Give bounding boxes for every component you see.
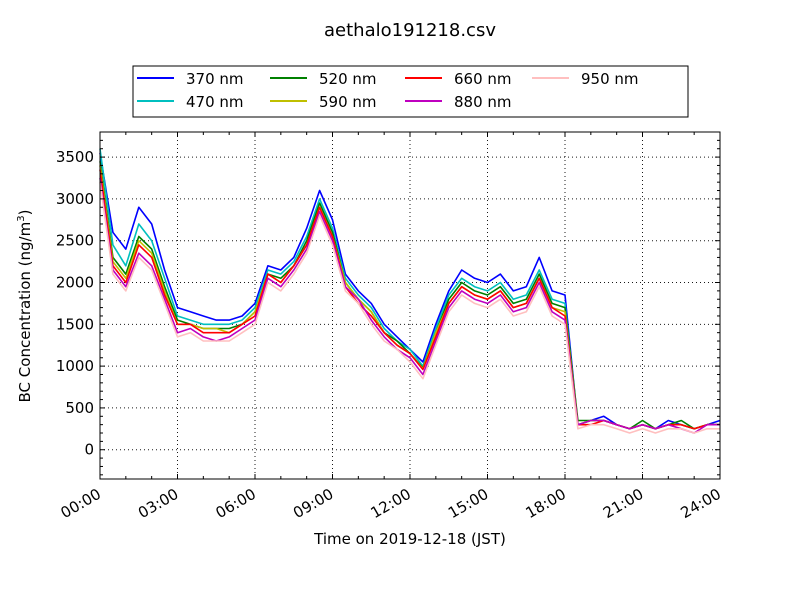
series-layer [99,148,721,434]
legend: 370 nm 470 nm 520 nm 590 nm 660 nm 880 nm 950 … [132,65,689,118]
x-tick-label: 09:00 [290,485,336,522]
y-tick-label: 2000 [56,274,94,292]
y-axis-label-end: ) [16,210,34,216]
legend-label: 590 nm [319,93,377,111]
x-tick-label: 21:00 [600,485,646,522]
legend-label: 370 nm [186,70,244,88]
x-tick-label: 24:00 [678,485,724,522]
x-tick-label: 06:00 [213,485,259,522]
y-axis-label-sup: 3 [16,215,27,221]
y-axis-label-main: BC Concentration (ng/m [16,222,34,403]
x-axis-label: Time on 2019-12-18 (JST) [313,530,506,548]
ticks: 00:00 03:00 06:00 09:00 12:00 15:00 18:00 21:00… [56,131,724,522]
series-line-880-nm [99,177,720,434]
y-axis-label: BC Concentration (ng/m3) [16,210,34,403]
y-tick-label: 500 [65,399,94,417]
y-tick-label: 3000 [56,190,94,208]
x-tick-label: 12:00 [368,485,414,522]
x-tick-label: 18:00 [523,485,569,522]
series-line-370-nm [99,152,721,430]
legend-label: 950 nm [581,70,639,88]
y-tick-label: 2500 [56,232,94,250]
legend-box [132,65,689,118]
y-tick-label: 3500 [56,148,94,166]
legend-label: 470 nm [186,93,244,111]
x-tick-label: 03:00 [135,485,181,522]
y-tick-label: 0 [84,441,94,459]
y-tick-label: 1000 [56,357,94,375]
legend-label: 660 nm [454,70,512,88]
legend-label: 880 nm [454,93,512,111]
y-tick-label: 1500 [56,315,94,333]
x-tick-label: 00:00 [58,485,104,522]
x-tick-label: 15:00 [445,485,491,522]
legend-label: 520 nm [319,70,377,88]
series-line-950-nm [99,182,720,434]
chart-title: aethalo191218.csv [324,20,496,41]
grid [100,132,720,479]
